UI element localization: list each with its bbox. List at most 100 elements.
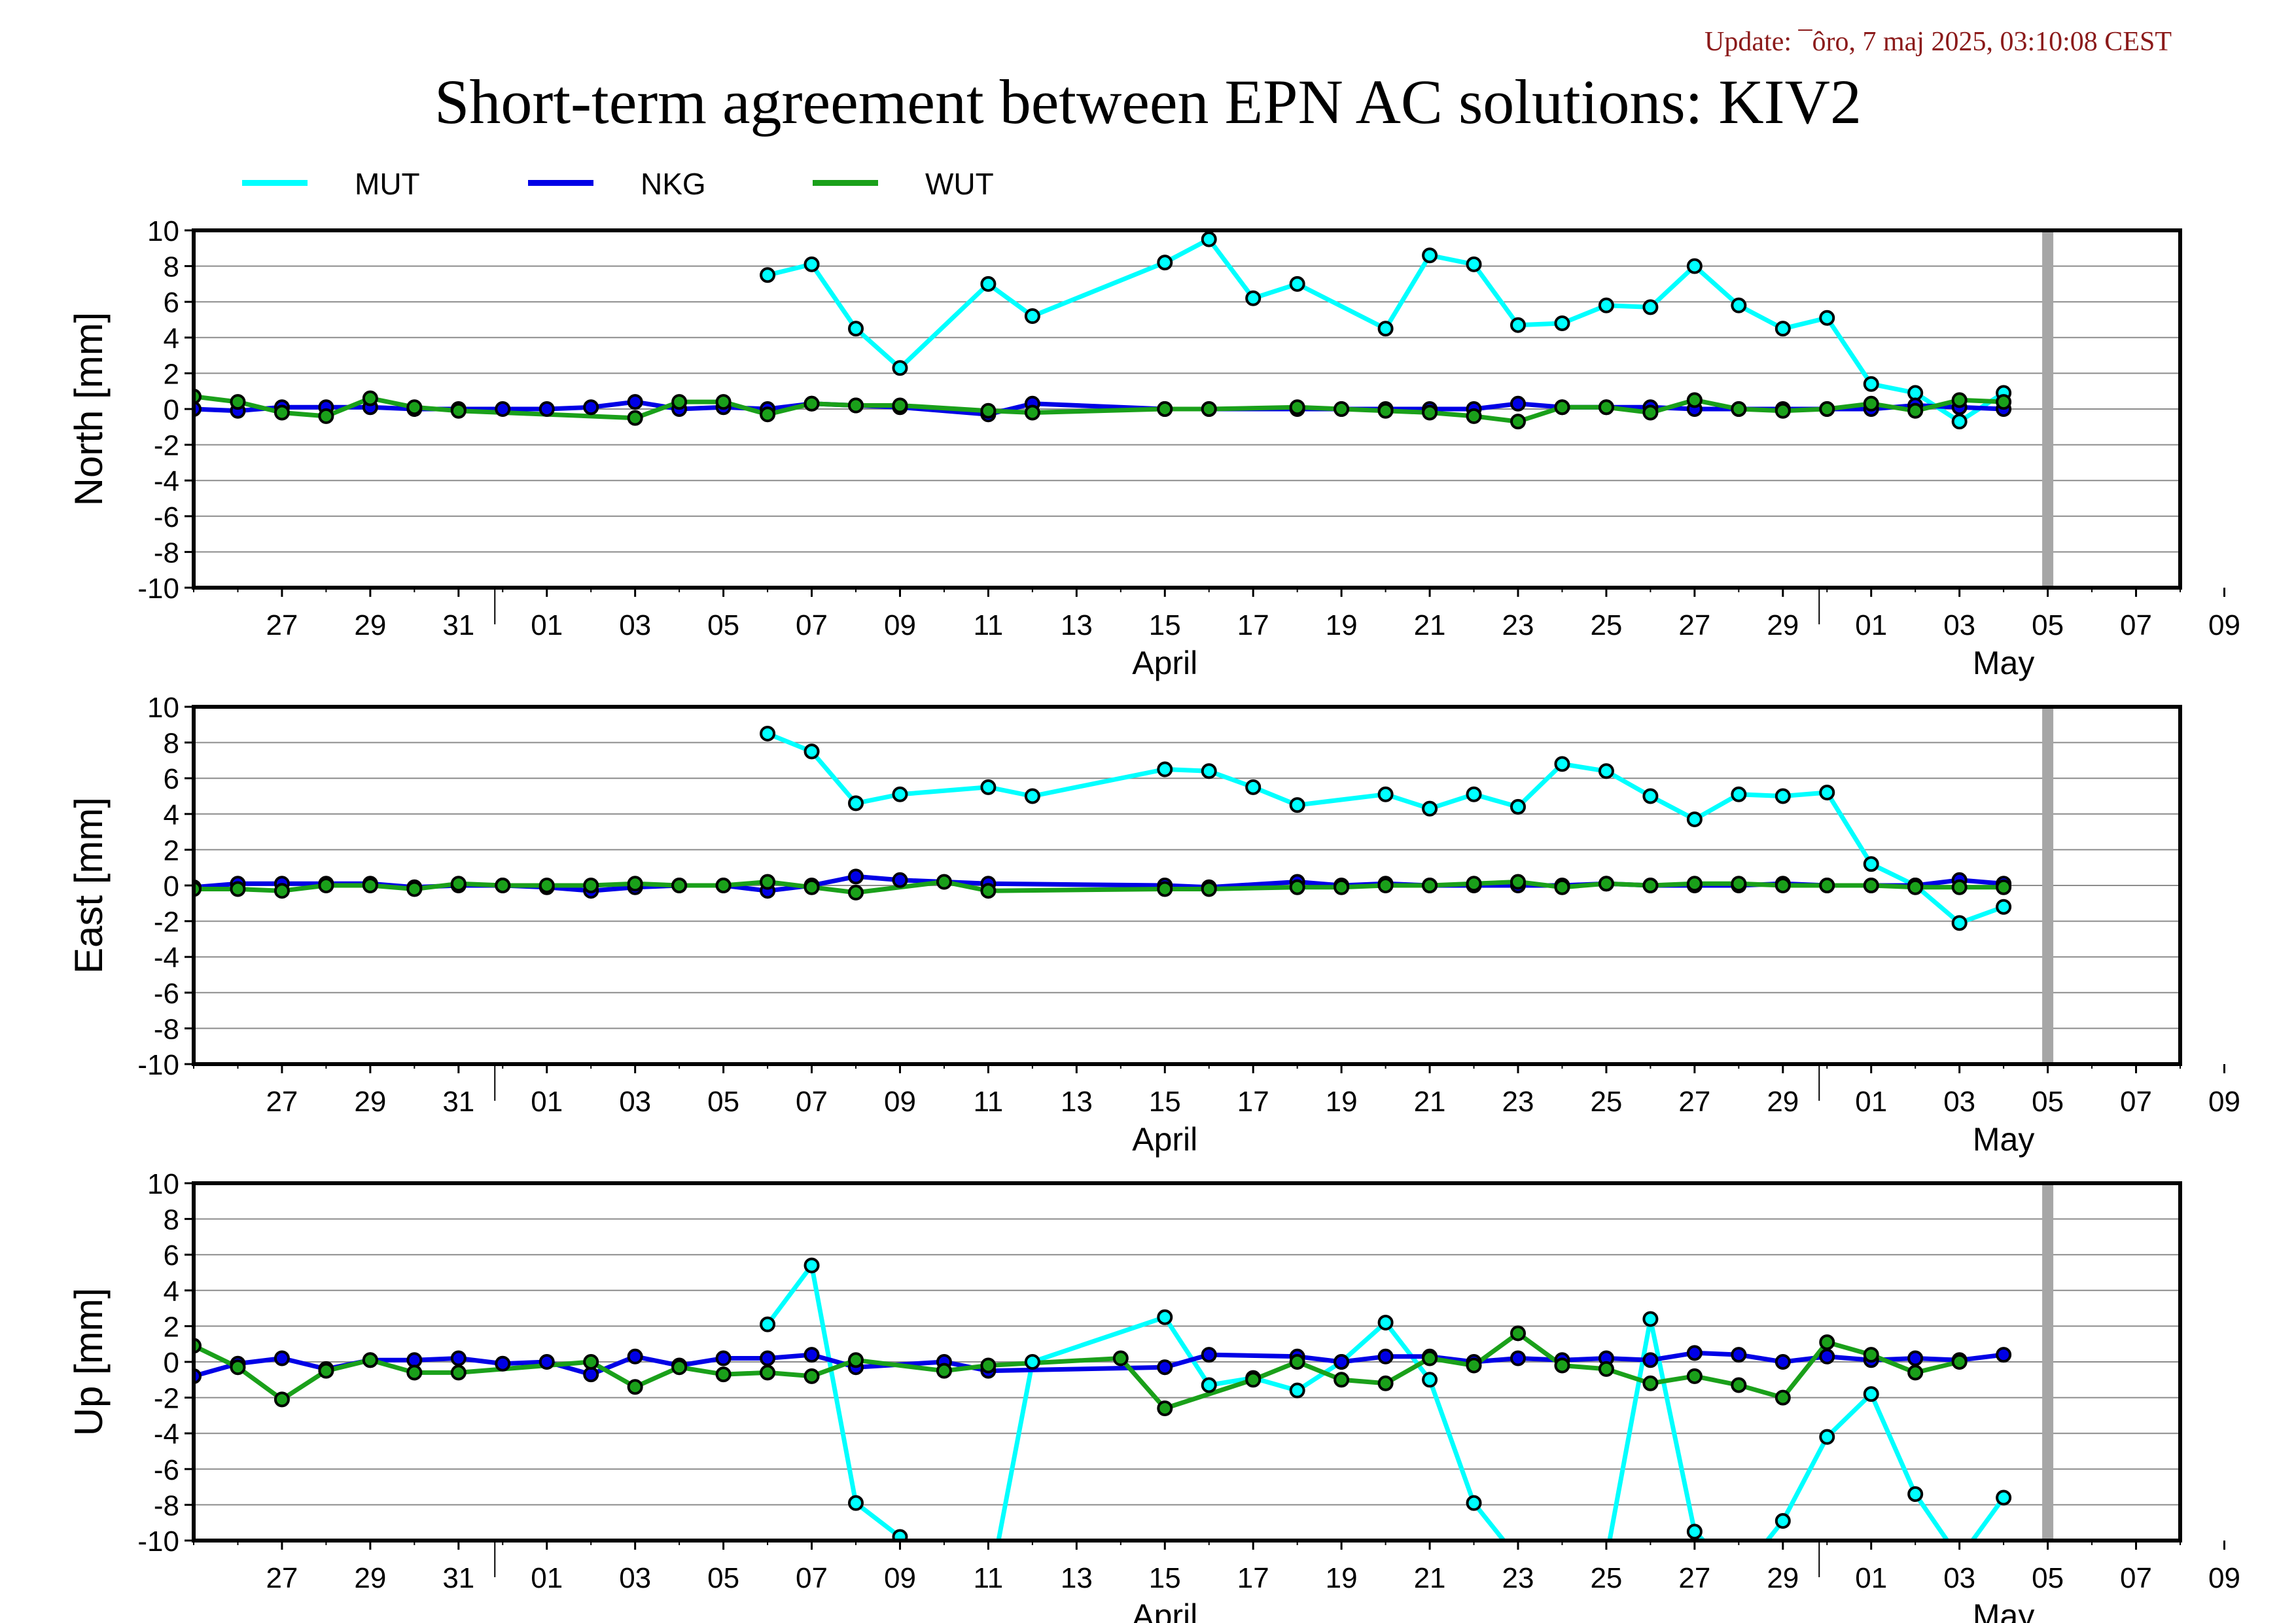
data-point-mut <box>1377 1314 1394 1330</box>
data-point-wut <box>1686 1368 1703 1384</box>
data-point-wut <box>1333 1372 1350 1388</box>
x-tick-label: 31 <box>442 1086 474 1118</box>
data-point-nkg <box>627 1348 643 1364</box>
y-tick-label: 6 <box>164 763 179 795</box>
panel-0: 10 8 6 42 0 -2-4 -6 -8 -10 27 29 31 01 03 05 07 09 11 13 15… <box>67 215 2240 681</box>
x-tick-label: 09 <box>2208 1562 2240 1594</box>
data-point-wut <box>1951 392 1968 408</box>
y-tick-label: -4 <box>154 1418 179 1450</box>
data-point-wut <box>274 883 290 899</box>
y-tick-label: 6 <box>164 1240 179 1272</box>
data-point-wut <box>1201 401 1217 417</box>
data-point-wut <box>1466 408 1482 424</box>
data-point-wut <box>760 874 776 890</box>
data-point-wut <box>230 881 246 897</box>
data-point-wut <box>318 408 334 424</box>
y-axis-label: Up [mm] <box>67 1288 111 1436</box>
x-tick-label: 11 <box>974 1086 1004 1118</box>
y-tick-label: -8 <box>154 1489 179 1522</box>
data-point-wut <box>627 876 643 892</box>
data-point-nkg <box>1775 1354 1791 1370</box>
data-point-nkg <box>627 394 643 410</box>
data-point-mut <box>1289 1382 1305 1399</box>
x-tick-label: 01 <box>1855 1086 1887 1118</box>
data-point-mut <box>1775 321 1791 337</box>
data-point-wut <box>406 399 423 416</box>
data-point-mut <box>892 786 908 802</box>
data-point-wut <box>804 1368 820 1384</box>
data-point-mut <box>1157 1309 1173 1325</box>
x-tick-label: 21 <box>1414 1086 1446 1118</box>
y-tick-label: 4 <box>164 1275 179 1308</box>
data-point-wut <box>1289 879 1305 895</box>
data-point-nkg <box>1510 1350 1526 1366</box>
x-tick-label: 03 <box>1943 609 1975 641</box>
y-tick-label: -8 <box>154 1013 179 1045</box>
data-point-mut <box>1157 255 1173 271</box>
data-point-wut <box>715 1366 732 1383</box>
data-point-nkg <box>583 1366 599 1383</box>
data-point-nkg <box>583 399 599 416</box>
x-tick-label: 25 <box>1590 609 1622 641</box>
data-point-nkg <box>1510 395 1526 412</box>
data-point-mut <box>1201 1377 1217 1393</box>
data-point-wut <box>1554 879 1570 895</box>
data-point-mut <box>804 743 820 760</box>
data-point-wut <box>1377 878 1394 893</box>
data-point-mut <box>1819 310 1835 326</box>
data-point-nkg <box>715 1350 732 1366</box>
data-point-wut <box>671 1359 688 1376</box>
y-axis-label: East [mm] <box>67 797 111 974</box>
data-point-nkg <box>1907 1350 1924 1366</box>
data-point-wut <box>274 1391 290 1408</box>
data-point-wut <box>627 1379 643 1395</box>
data-point-mut <box>1907 1486 1924 1503</box>
data-point-wut <box>1422 1350 1438 1366</box>
x-tick-label: 01 <box>1855 609 1887 641</box>
y-tick-label: -6 <box>154 1454 179 1486</box>
x-tick-label: 27 <box>1678 609 1710 641</box>
data-point-mut <box>1245 290 1262 306</box>
data-point-wut <box>1686 392 1703 408</box>
data-point-nkg <box>1201 1347 1217 1363</box>
x-tick-label: 19 <box>1326 1086 1358 1118</box>
data-point-wut <box>230 394 246 410</box>
data-point-nkg <box>539 401 555 417</box>
data-point-mut <box>1422 247 1438 264</box>
data-point-wut <box>1863 1347 1879 1363</box>
y-tick-label: 0 <box>164 870 179 902</box>
x-tick-label: 29 <box>1767 609 1799 641</box>
data-point-nkg <box>406 1352 423 1368</box>
data-point-mut <box>848 321 864 337</box>
x-tick-label: 29 <box>354 1562 386 1594</box>
data-point-wut <box>936 874 952 890</box>
month-label: April <box>1132 1597 1197 1623</box>
x-tick-label: 31 <box>442 1562 474 1594</box>
y-tick-label: 2 <box>164 358 179 390</box>
data-point-mut <box>1863 376 1879 392</box>
x-tick-label: 29 <box>354 609 386 641</box>
x-tick-label: 17 <box>1237 609 1269 641</box>
x-tick-label: 03 <box>619 1086 651 1118</box>
data-point-mut <box>1686 1524 1703 1540</box>
data-point-nkg <box>848 868 864 885</box>
x-tick-label: 05 <box>2032 1562 2064 1594</box>
data-point-wut <box>1466 1357 1482 1374</box>
data-point-mut <box>1686 811 1703 827</box>
data-point-mut <box>848 795 864 812</box>
month-label: April <box>1132 1121 1197 1158</box>
y-tick-label: 10 <box>147 1168 179 1200</box>
data-point-nkg <box>1642 1352 1659 1368</box>
data-point-mut <box>1642 1311 1659 1327</box>
x-tick-label: 27 <box>1678 1562 1710 1594</box>
data-point-wut <box>1333 401 1350 417</box>
data-point-wut <box>1112 1350 1129 1366</box>
legend-swatch-wut <box>813 180 878 186</box>
data-point-mut <box>1642 788 1659 804</box>
x-tick-label: 21 <box>1414 609 1446 641</box>
x-tick-label: 01 <box>1855 1562 1887 1594</box>
x-tick-label: 05 <box>2032 1086 2064 1118</box>
data-point-mut <box>1598 297 1614 313</box>
data-point-mut <box>1951 414 1968 430</box>
data-point-wut <box>892 397 908 414</box>
